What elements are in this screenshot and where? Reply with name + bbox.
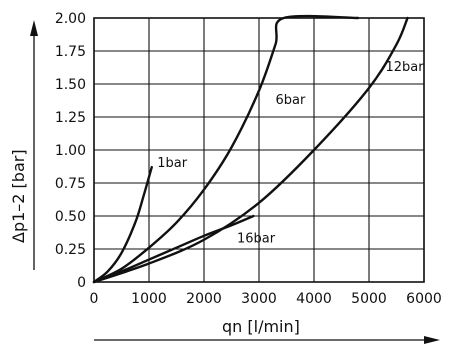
- curve-label-12bar: 12bar: [386, 60, 425, 75]
- plot-frame: [93, 17, 425, 283]
- x-tick-label: 5000: [351, 291, 387, 307]
- y-tick-label: 1.00: [55, 143, 86, 159]
- y-tick-label: 0.50: [55, 209, 86, 225]
- y-tick-label: 1.50: [55, 77, 86, 93]
- curve-label-6bar: 6bar: [276, 93, 306, 108]
- y-tick-label: 2.00: [55, 11, 86, 27]
- series-curve-6bar: [92, 14, 360, 284]
- y-tick-label: 1.25: [55, 110, 86, 126]
- x-tick-label: 4000: [296, 291, 332, 307]
- x-axis-arrow: [94, 336, 440, 344]
- series-curves: [92, 14, 409, 284]
- x-tick-labels: 0 1000 2000 3000 4000 5000 6000: [90, 291, 442, 307]
- curve-label-1bar: 1bar: [157, 156, 187, 171]
- x-axis-label: qn [l/min]: [222, 317, 300, 336]
- curve-label-16bar: 16bar: [237, 231, 276, 246]
- series-curve-16bar: [92, 214, 255, 284]
- curve-labels: 1bar 6bar 12bar 16bar: [157, 60, 424, 247]
- y-tick-labels: 0 0.25 0.50 0.75 1.00 1.25 1.50 1.75 2.00: [55, 11, 86, 291]
- x-tick-label: 1000: [131, 291, 167, 307]
- y-tick-label: 0: [77, 275, 86, 291]
- x-tick-label: 2000: [186, 291, 222, 307]
- x-tick-label: 3000: [241, 291, 277, 307]
- y-axis-label: Δp1–2 [bar]: [9, 149, 28, 243]
- y-axis-arrow: [30, 20, 38, 270]
- series-curve-1bar: [92, 165, 153, 284]
- y-tick-label: 0.75: [55, 176, 86, 192]
- y-tick-label: 0.25: [55, 242, 86, 258]
- series-curve-12bar: [92, 16, 409, 284]
- y-tick-label: 1.75: [55, 44, 86, 60]
- x-tick-label: 0: [90, 291, 99, 307]
- x-tick-label: 6000: [406, 291, 442, 307]
